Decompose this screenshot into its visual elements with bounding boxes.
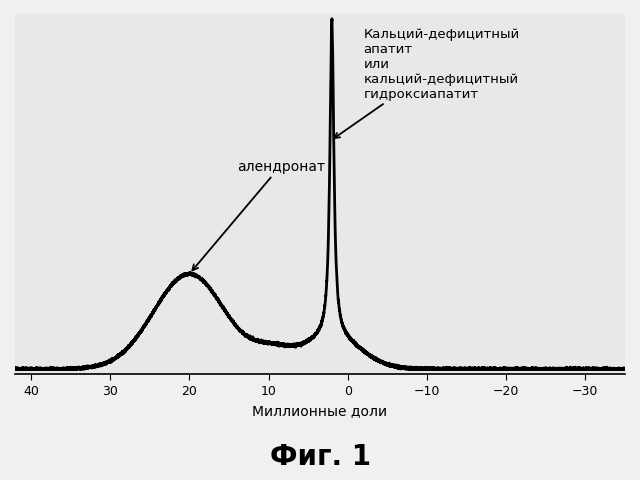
Text: Фиг. 1: Фиг. 1 [269,443,371,470]
Text: Кальций-дефицитный
апатит
или
кальций-дефицитный
гидроксиапатит: Кальций-дефицитный апатит или кальций-де… [334,28,520,139]
X-axis label: Миллионные доли: Миллионные доли [252,403,388,417]
Text: алендронат: алендронат [193,159,325,271]
